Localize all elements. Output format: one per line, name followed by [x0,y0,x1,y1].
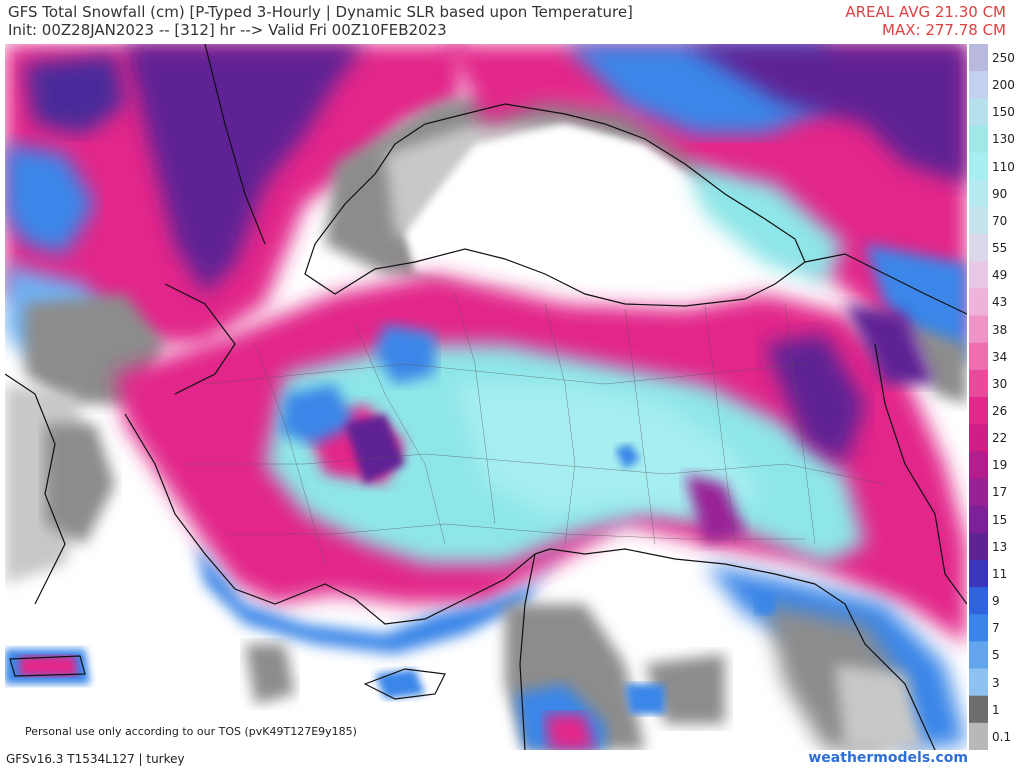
colorbar-swatch [969,722,988,751]
colorbar-swatch [969,451,988,479]
colorbar-label: 43 [992,295,1008,310]
colorbar-swatch [969,342,988,371]
colorbar-label: 110 [992,159,1015,174]
colorbar-swatch [969,641,988,670]
cyprus [363,668,446,700]
max-value: MAX: 277.78 CM [882,21,1006,39]
iran-border [874,343,967,605]
ukraine-border [204,44,266,245]
snowfall-field [5,44,967,750]
colorbar-swatch [969,179,988,208]
colorbar-swatch [969,532,988,561]
colorbar-swatch [969,234,988,262]
colorbar-label: 22 [992,431,1008,446]
map-title: GFS Total Snowfall (cm) [P-Typed 3-Hourl… [8,3,633,21]
colorbar-swatch [969,369,988,398]
colorbar-label: 30 [992,376,1008,391]
colorbar-swatch [969,478,988,507]
colorbar-swatch [969,98,988,126]
colorbar-svg [969,44,988,751]
areal-average: AREAL AVG 21.30 CM [845,3,1006,21]
colorbar-swatch [969,424,988,452]
colorbar-swatch [969,397,988,425]
colorbar-label: 13 [992,539,1008,554]
colorbar-label: 130 [992,132,1015,147]
colorbar-label: 17 [992,485,1008,500]
colorbar-label: 9 [992,594,1000,609]
colorbar-label: 3 [992,675,1000,690]
colorbar-label: 55 [992,241,1008,256]
colorbar-label: 5 [992,648,1000,663]
colorbar-label: 19 [992,458,1008,473]
colorbar-label: 70 [992,213,1008,228]
colorbar-swatch [969,668,988,697]
map-canvas [5,44,967,750]
colorbar-swatch [969,315,988,344]
crete [9,655,86,677]
colorbar-swatch [969,44,988,72]
black-sea-coast [304,103,806,307]
model-info: GFSv16.3 T1534L127 | turkey [6,752,185,766]
colorbar-swatch [969,261,988,289]
borders-layer [5,44,967,750]
colorbar [969,44,988,751]
tos-note: Personal use only according to our TOS (… [25,725,357,738]
colorbar-swatch [969,288,988,317]
colorbar-label: 49 [992,268,1008,283]
colorbar-swatch [969,206,988,235]
colorbar-label: 34 [992,349,1008,364]
colorbar-swatch [969,152,988,181]
colorbar-swatch [969,559,988,588]
iraq-border [814,583,936,750]
province-lines [185,293,886,565]
colorbar-label: 38 [992,322,1008,337]
colorbar-label: 1 [992,702,1000,717]
colorbar-label: 15 [992,512,1008,527]
colorbar-label: 150 [992,105,1015,120]
colorbar-label: 200 [992,78,1015,93]
colorbar-label: 26 [992,404,1008,418]
colorbar-label: 11 [992,566,1008,581]
colorbar-swatch [969,587,988,615]
colorbar-label: 0.1 [992,729,1012,744]
colorbar-label: 250 [992,51,1015,65]
syria-border [549,548,816,585]
colorbar-swatch [969,71,988,99]
caucasus-border [804,253,967,315]
colorbar-label: 7 [992,621,1000,636]
snowfall-map [5,44,967,750]
aegean-coast [5,373,66,605]
colorbar-swatch [969,125,988,154]
colorbar-swatch [969,614,988,642]
colorbar-swatch [969,505,988,534]
colorbar-label: 90 [992,186,1008,201]
balkan-border [164,283,236,395]
levant-coast [519,553,536,750]
init-valid-line: Init: 00Z28JAN2023 -- [312] hr --> Valid… [8,21,447,39]
turkey-south-coast [124,413,551,625]
site-link[interactable]: weathermodels.com [808,750,968,766]
colorbar-swatch [969,695,988,724]
